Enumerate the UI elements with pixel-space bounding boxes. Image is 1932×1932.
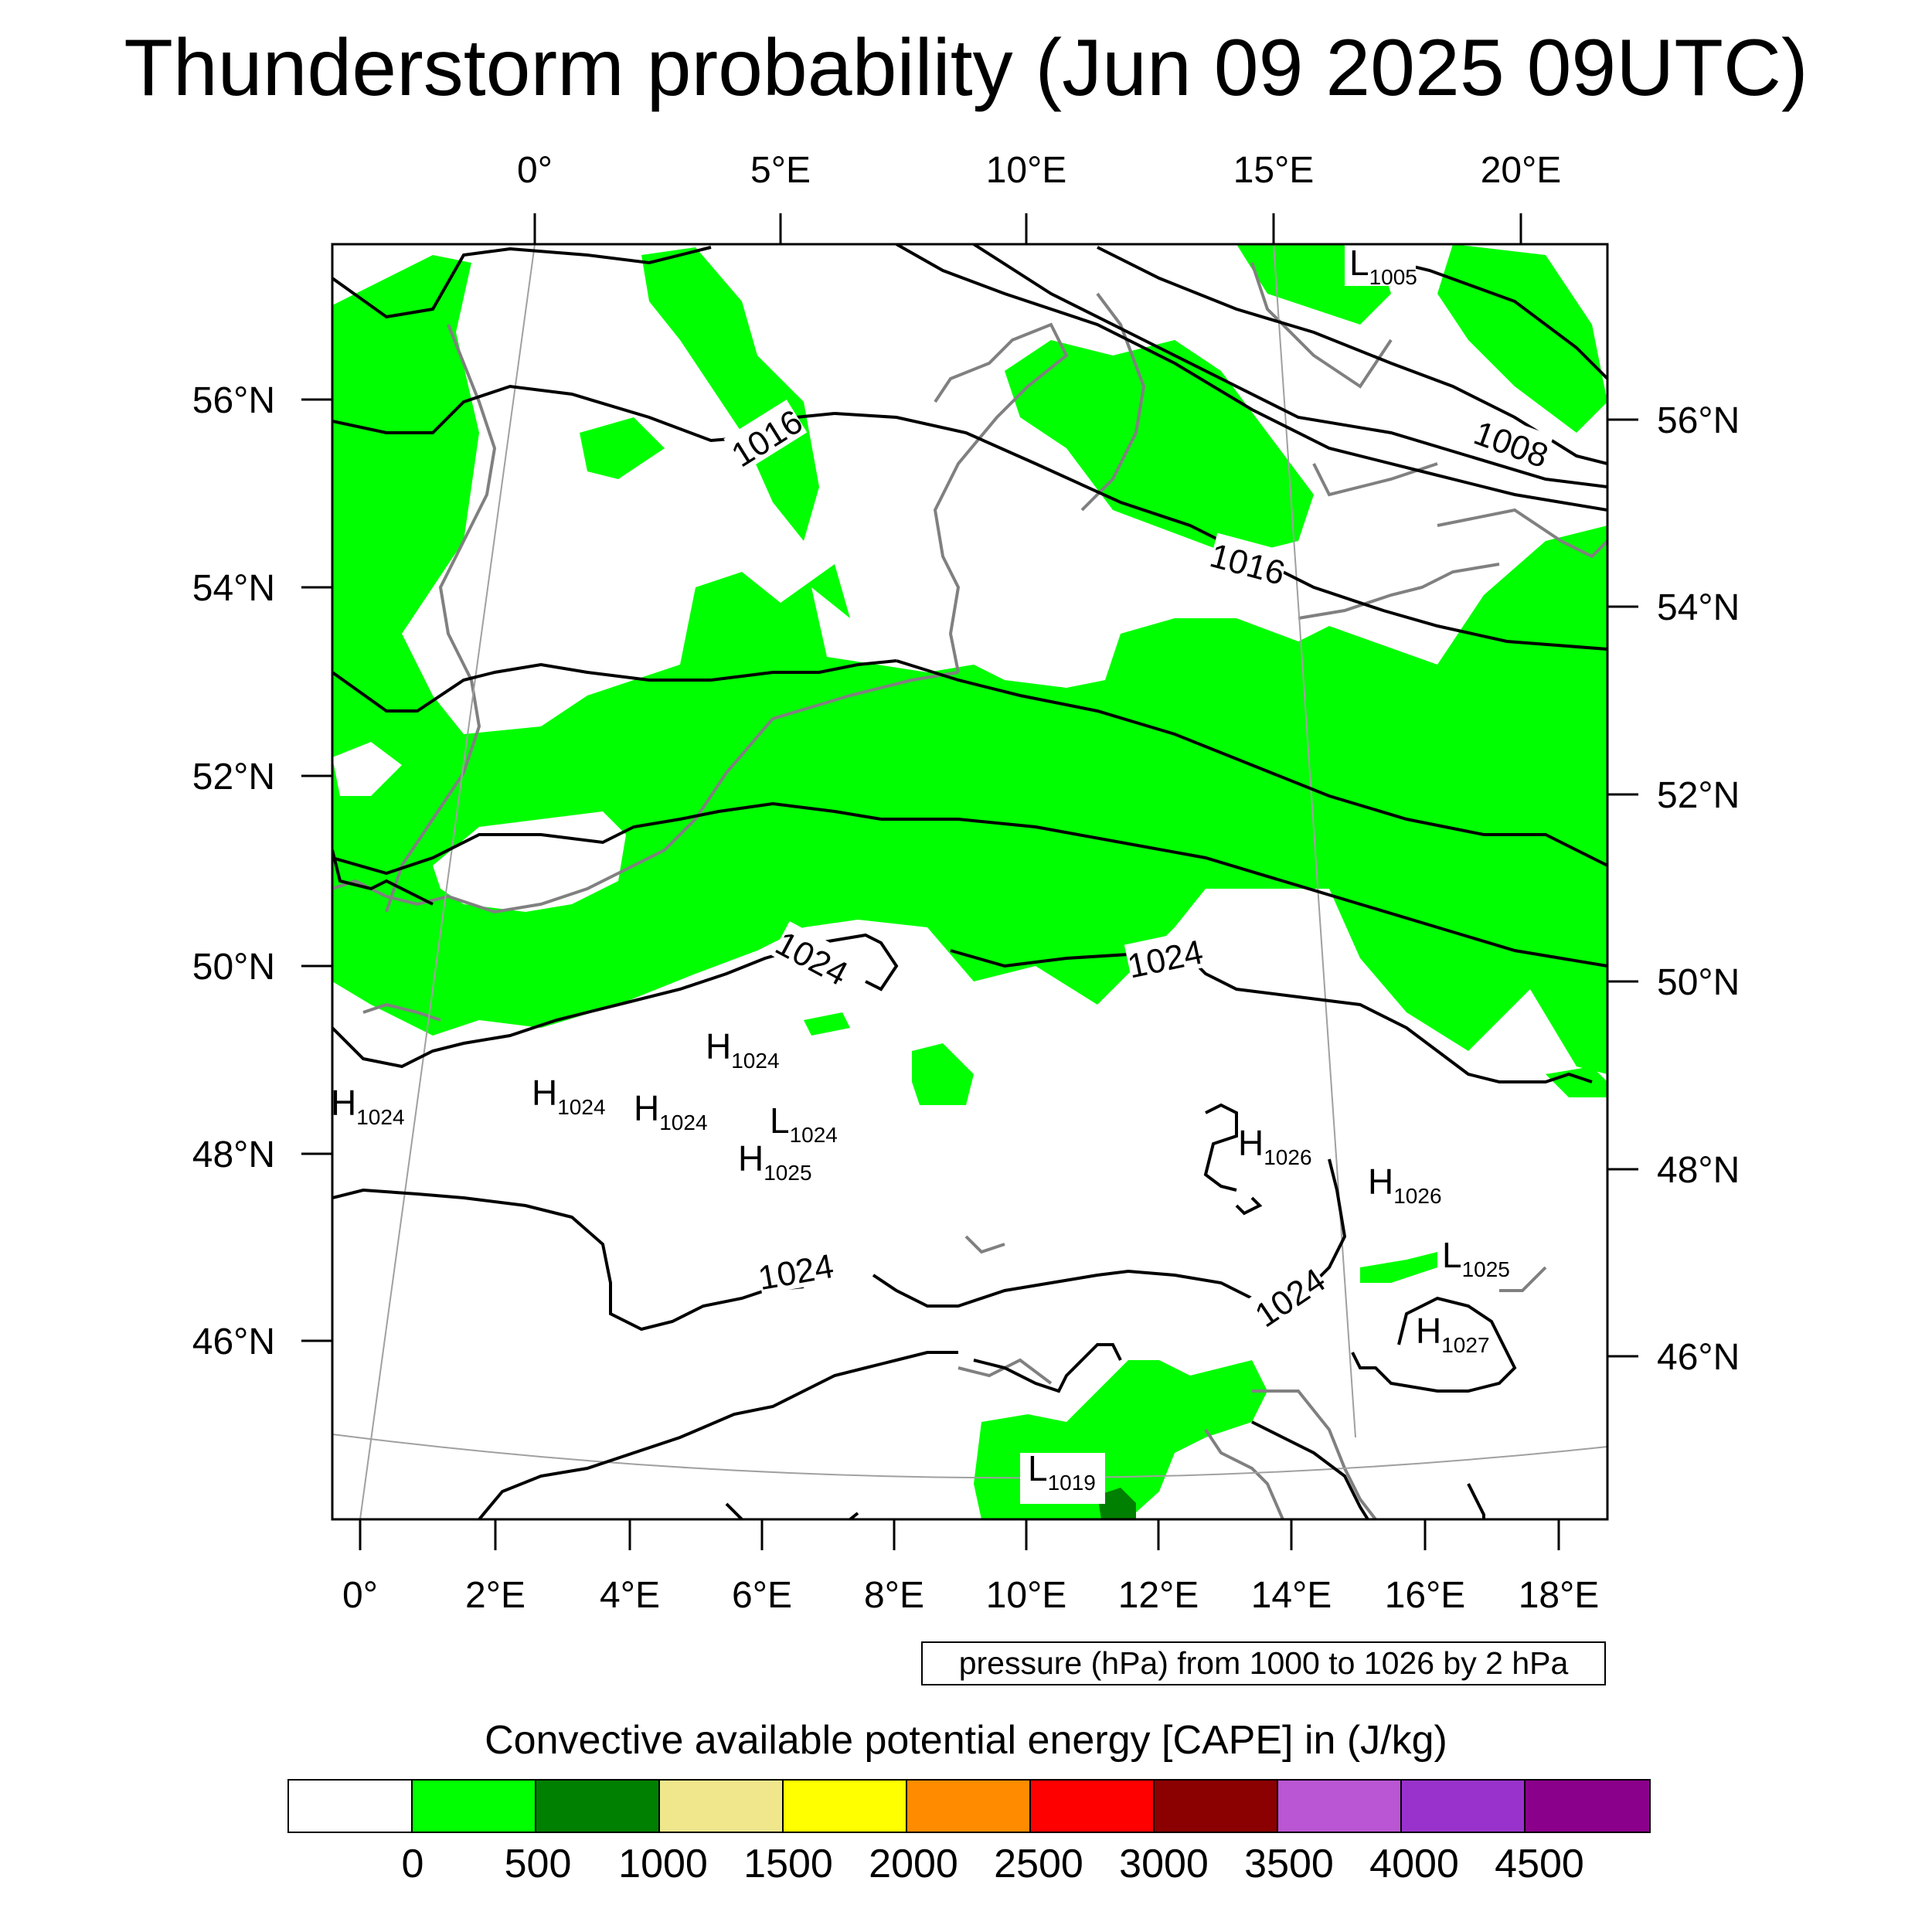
cape-area-north-4 (1437, 244, 1607, 433)
cape-area-500-1000 (1097, 1488, 1136, 1519)
right-latitude-labels: 56°N 54°N 52°N 50°N 48°N 46°N (1657, 400, 1740, 1378)
cape-area-spot-2 (1360, 1252, 1437, 1283)
colorbar-swatch (907, 1781, 1031, 1832)
tick-label: 15°E (1233, 150, 1315, 191)
colorbar-swatch (1278, 1781, 1402, 1832)
colorbar-swatch (413, 1781, 536, 1832)
colorbar-swatch (1402, 1781, 1526, 1832)
cape-area-north-2 (1005, 340, 1314, 556)
high-center-label: H1025 (738, 1138, 812, 1185)
tick-label: 20°E (1481, 150, 1562, 191)
low-center-label: L1024 (770, 1100, 838, 1147)
left-latitude-labels: 56°N 54°N 52°N 50°N 48°N 46°N (192, 380, 275, 1362)
tick-label: 48°N (1657, 1150, 1740, 1191)
isobar-legend-note: pressure (hPa) from 1000 to 1026 by 2 hP… (921, 1641, 1606, 1685)
cape-area-north-1 (641, 247, 819, 541)
high-center-label: H1024 (706, 1026, 780, 1073)
tick-label: 16°E (1385, 1575, 1466, 1616)
cape-area-north-5 (580, 417, 665, 479)
tick-label: 4°E (600, 1575, 660, 1616)
colorbar-swatch (289, 1781, 413, 1832)
plot-frame (331, 243, 1609, 1521)
tick-label: 12°E (1118, 1575, 1199, 1616)
tick-label: 8°E (864, 1575, 924, 1616)
tick-label: 56°N (192, 380, 275, 421)
tick-label: 52°N (192, 757, 275, 798)
tick-label: 52°N (1657, 775, 1740, 816)
colorbar-label: 3000 (1119, 1842, 1209, 1886)
high-center-label: H1024 (532, 1073, 606, 1119)
tick-label: 6°E (732, 1575, 792, 1616)
tick-label: 2°E (465, 1575, 526, 1616)
high-center-label: H1026 (1368, 1162, 1442, 1208)
tick-label: 50°N (1657, 962, 1740, 1003)
high-center-label: H1024 (634, 1088, 708, 1134)
high-center-label: H1027 (1416, 1311, 1490, 1357)
colorbar-swatch (536, 1781, 660, 1832)
page-title: Thunderstorm probability (Jun 09 2025 09… (124, 23, 1808, 113)
graticule (332, 244, 1607, 1519)
tick-label: 10°E (986, 150, 1067, 191)
colorbar-swatch (1526, 1781, 1649, 1832)
tick-label: 0° (342, 1575, 378, 1616)
high-center-label: H1024 (331, 1083, 405, 1129)
low-center-label: L1019 (1028, 1448, 1096, 1495)
cape-area-main-band (332, 255, 1607, 1074)
colorbar (287, 1779, 1651, 1833)
tick-label: 54°N (1657, 587, 1740, 628)
colorbar-label: 2500 (994, 1842, 1083, 1886)
colorbar-label: 4000 (1369, 1842, 1459, 1886)
high-center-label: H1026 (1238, 1123, 1312, 1169)
colorbar-label: 500 (504, 1842, 572, 1886)
cape-shading (332, 244, 1607, 1519)
tick-label: 0° (517, 150, 553, 191)
colorbar-swatch (660, 1781, 784, 1832)
colorbar-label: 3500 (1244, 1842, 1334, 1886)
cape-area-spot-4 (1546, 1066, 1607, 1097)
top-longitude-labels: 0° 5°E 10°E 15°E 20°E (517, 150, 1561, 191)
colorbar-swatch (1031, 1781, 1155, 1832)
tick-label: 50°N (192, 947, 275, 988)
cape-area-spot-3 (804, 1012, 850, 1036)
tick-label: 10°E (986, 1575, 1067, 1616)
colorbar-swatch (1155, 1781, 1278, 1832)
colorbar-title: Convective available potential energy [C… (485, 1718, 1447, 1763)
bottom-longitude-labels: 0° 2°E 4°E 6°E 8°E 10°E 12°E 14°E 16°E 1… (342, 1575, 1599, 1616)
colorbar-label: 1500 (743, 1842, 833, 1886)
pressure-centers: L1005 H1024 H1024 H1024 H1024 L1024 H102… (331, 243, 1510, 1504)
tick-label: 46°N (1657, 1337, 1740, 1378)
tick-label: 18°E (1519, 1575, 1600, 1616)
tick-label: 48°N (192, 1134, 275, 1175)
tick-label: 14°E (1251, 1575, 1332, 1616)
colorbar-label: 4500 (1495, 1842, 1584, 1886)
cape-area-gulf-cut (332, 742, 402, 796)
colorbar-label: 0 (401, 1842, 424, 1886)
colorbar-label: 1000 (618, 1842, 708, 1886)
low-center-label: L1005 (1349, 243, 1417, 289)
colorbar-label: 2000 (869, 1842, 958, 1886)
cape-area-spot-1 (912, 1043, 974, 1105)
colorbar-swatch (784, 1781, 907, 1832)
low-center-label: L1025 (1442, 1235, 1510, 1281)
cape-area-west-bay-cut (433, 811, 626, 912)
tick-label: 5°E (750, 150, 811, 191)
tick-label: 46°N (192, 1321, 275, 1362)
tick-label: 56°N (1657, 400, 1740, 441)
tick-marks (301, 213, 1638, 1550)
tick-label: 54°N (192, 568, 275, 609)
